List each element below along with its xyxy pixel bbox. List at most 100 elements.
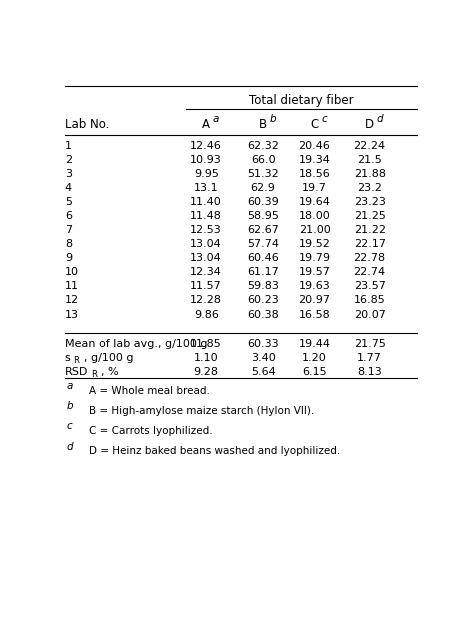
Text: RSD: RSD xyxy=(65,367,88,377)
Text: 8.13: 8.13 xyxy=(357,367,382,377)
Text: 5.64: 5.64 xyxy=(251,367,275,377)
Text: 1.10: 1.10 xyxy=(194,353,219,363)
Text: Mean of lab avg., g/100 g: Mean of lab avg., g/100 g xyxy=(65,339,207,349)
Text: 21.5: 21.5 xyxy=(357,154,382,165)
Text: s: s xyxy=(65,353,71,363)
Text: 1.20: 1.20 xyxy=(302,353,327,363)
Text: 22.17: 22.17 xyxy=(354,239,386,249)
Text: R: R xyxy=(73,356,79,365)
Text: a: a xyxy=(66,381,73,391)
Text: 11.48: 11.48 xyxy=(190,211,222,221)
Text: B: B xyxy=(259,118,267,131)
Text: 58.95: 58.95 xyxy=(247,211,279,221)
Text: 13.04: 13.04 xyxy=(191,239,222,249)
Text: 6.15: 6.15 xyxy=(302,367,327,377)
Text: 9.28: 9.28 xyxy=(194,367,219,377)
Text: 62.32: 62.32 xyxy=(247,141,279,151)
Text: 19.7: 19.7 xyxy=(302,183,327,193)
Text: 19.64: 19.64 xyxy=(299,197,330,207)
Text: b: b xyxy=(66,401,73,412)
Text: a: a xyxy=(213,114,219,124)
Text: d: d xyxy=(376,114,383,124)
Text: c: c xyxy=(66,422,73,432)
Text: 23.2: 23.2 xyxy=(357,183,382,193)
Text: 62.9: 62.9 xyxy=(251,183,275,193)
Text: 12.34: 12.34 xyxy=(190,267,222,277)
Text: 60.39: 60.39 xyxy=(247,197,279,207)
Text: A = Whole meal bread.: A = Whole meal bread. xyxy=(89,386,210,396)
Text: C: C xyxy=(310,118,319,131)
Text: 1: 1 xyxy=(65,141,72,151)
Text: 60.23: 60.23 xyxy=(247,296,279,306)
Text: 20.46: 20.46 xyxy=(299,141,330,151)
Text: 19.79: 19.79 xyxy=(299,253,330,264)
Text: 19.44: 19.44 xyxy=(299,339,330,349)
Text: 16.58: 16.58 xyxy=(299,309,330,319)
Text: 16.85: 16.85 xyxy=(354,296,385,306)
Text: 19.63: 19.63 xyxy=(299,281,330,291)
Text: 21.75: 21.75 xyxy=(354,339,385,349)
Text: 8: 8 xyxy=(65,239,72,249)
Text: c: c xyxy=(321,114,327,124)
Text: 22.74: 22.74 xyxy=(354,267,386,277)
Text: 10.93: 10.93 xyxy=(191,154,222,165)
Text: 11.40: 11.40 xyxy=(191,197,222,207)
Text: 12.53: 12.53 xyxy=(191,225,222,235)
Text: 10: 10 xyxy=(65,267,79,277)
Text: 1.77: 1.77 xyxy=(357,353,382,363)
Text: 12.46: 12.46 xyxy=(190,141,222,151)
Text: 3: 3 xyxy=(65,169,72,179)
Text: 19.52: 19.52 xyxy=(299,239,330,249)
Text: 62.67: 62.67 xyxy=(247,225,279,235)
Text: b: b xyxy=(270,114,276,124)
Text: 60.33: 60.33 xyxy=(247,339,279,349)
Text: 21.22: 21.22 xyxy=(354,225,386,235)
Text: C = Carrots lyophilized.: C = Carrots lyophilized. xyxy=(89,427,212,436)
Text: 11.57: 11.57 xyxy=(191,281,222,291)
Text: 18.56: 18.56 xyxy=(299,169,330,179)
Text: 23.57: 23.57 xyxy=(354,281,385,291)
Text: 66.0: 66.0 xyxy=(251,154,275,165)
Text: 13: 13 xyxy=(65,309,79,319)
Text: 12: 12 xyxy=(65,296,79,306)
Text: Lab No.: Lab No. xyxy=(65,118,109,131)
Text: D = Heinz baked beans washed and lyophilized.: D = Heinz baked beans washed and lyophil… xyxy=(89,446,340,456)
Text: 9.95: 9.95 xyxy=(194,169,219,179)
Text: 57.74: 57.74 xyxy=(247,239,279,249)
Text: 22.78: 22.78 xyxy=(354,253,386,264)
Text: 9: 9 xyxy=(65,253,72,264)
Text: d: d xyxy=(66,441,73,451)
Text: 21.25: 21.25 xyxy=(354,211,385,221)
Text: , g/100 g: , g/100 g xyxy=(84,353,133,363)
Text: 4: 4 xyxy=(65,183,72,193)
Text: 18.00: 18.00 xyxy=(299,211,330,221)
Text: 6: 6 xyxy=(65,211,72,221)
Text: 5: 5 xyxy=(65,197,72,207)
Text: 20.97: 20.97 xyxy=(299,296,330,306)
Text: 12.28: 12.28 xyxy=(190,296,222,306)
Text: A: A xyxy=(202,118,210,131)
Text: 19.34: 19.34 xyxy=(299,154,330,165)
Text: 11: 11 xyxy=(65,281,79,291)
Text: 2: 2 xyxy=(65,154,72,165)
Text: 22.24: 22.24 xyxy=(354,141,386,151)
Text: 13.04: 13.04 xyxy=(191,253,222,264)
Text: 60.38: 60.38 xyxy=(247,309,279,319)
Text: 9.86: 9.86 xyxy=(194,309,219,319)
Text: 61.17: 61.17 xyxy=(247,267,279,277)
Text: 21.88: 21.88 xyxy=(354,169,386,179)
Text: Total dietary fiber: Total dietary fiber xyxy=(249,94,354,107)
Text: 3.40: 3.40 xyxy=(251,353,275,363)
Text: 19.57: 19.57 xyxy=(299,267,330,277)
Text: 20.07: 20.07 xyxy=(354,309,385,319)
Text: , %: , % xyxy=(101,367,118,377)
Text: 23.23: 23.23 xyxy=(354,197,385,207)
Text: 60.46: 60.46 xyxy=(247,253,279,264)
Text: D: D xyxy=(365,118,374,131)
Text: 11.85: 11.85 xyxy=(191,339,222,349)
Text: B = High-amylose maize starch (Hylon VII).: B = High-amylose maize starch (Hylon VII… xyxy=(89,406,314,416)
Text: 21.00: 21.00 xyxy=(299,225,330,235)
Text: 13.1: 13.1 xyxy=(194,183,219,193)
Text: 7: 7 xyxy=(65,225,72,235)
Text: R: R xyxy=(91,370,97,379)
